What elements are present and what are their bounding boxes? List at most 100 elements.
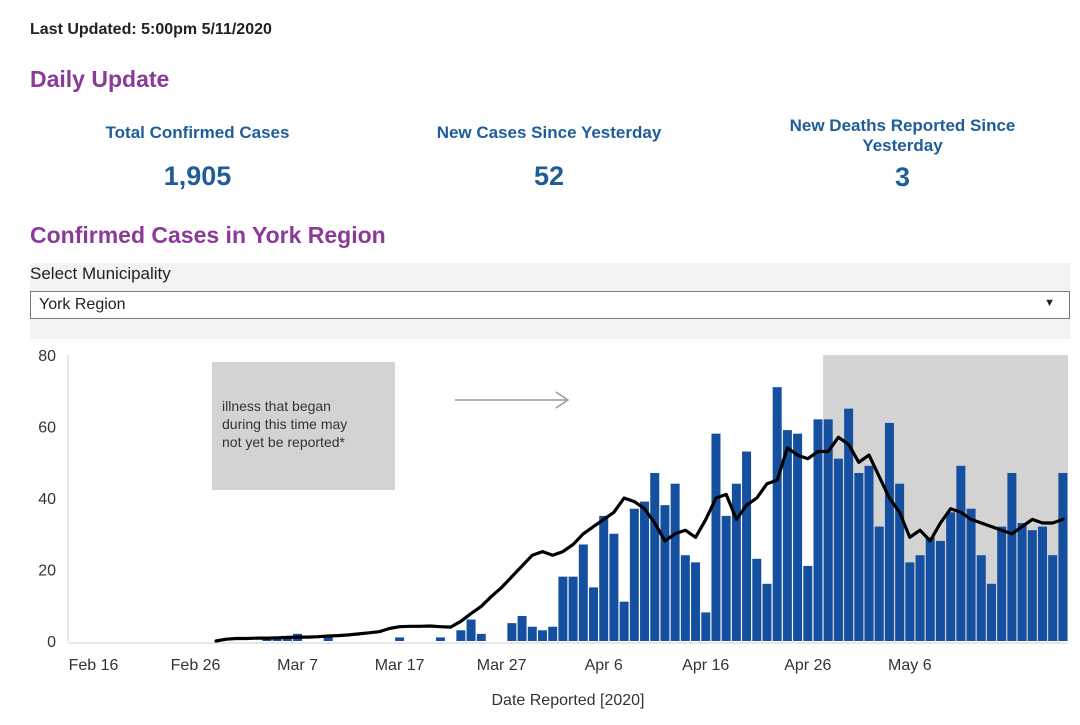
stat-value: 52 [533,161,565,191]
bar [772,387,782,641]
bar [1037,526,1047,641]
bar [731,483,741,641]
bar [956,465,966,641]
y-tick-label: 40 [38,491,56,508]
filter-label: Select Municipality [30,264,171,283]
stat-total-confirmed: Total Confirmed Cases 1,905 [70,123,325,192]
x-axis-title: Date Reported [2020] [492,692,645,709]
bar [976,555,986,641]
y-tick-label: 0 [47,634,56,651]
annotation-text: during this time may [222,416,347,432]
y-tick-label: 60 [38,420,56,437]
bar [1007,472,1017,641]
bar [691,562,701,641]
bar [640,501,650,641]
x-tick-label: Apr 6 [585,657,623,674]
rolling-average-line [214,435,1065,643]
selected-municipality: York Region [39,296,126,313]
bar [466,619,476,641]
bar [895,483,905,641]
x-tick-label: Apr 16 [682,657,729,674]
bar [609,533,619,641]
bar [599,515,609,641]
stat-label: Total Confirmed Cases [105,123,290,142]
bar [742,451,752,641]
bar [915,555,925,641]
x-tick-label: Mar 17 [375,657,425,674]
bar [711,433,721,641]
bar [782,430,792,641]
bar [629,508,639,641]
daily-update-heading: Daily Update [30,66,170,92]
stat-new-deaths: New Deaths Reported Since Yesterday 3 [765,116,1040,193]
bar [946,512,956,641]
bar [680,555,690,641]
bar [323,637,333,641]
chevron-down-icon: ▼ [1044,297,1055,309]
confirmed-cases-heading: Confirmed Cases in York Region [30,222,386,248]
arrow-head-icon [555,391,570,409]
x-tick-label: Feb 26 [171,657,221,674]
bar [813,419,823,641]
annotation-text: illness that began [222,398,331,414]
bar [507,623,517,641]
bar [762,583,772,641]
bar [874,526,884,641]
stat-new-cases: New Cases Since Yesterday 52 [410,123,688,192]
bar [925,537,935,641]
stat-value: 3 [894,162,911,192]
municipality-select[interactable]: York Region ▼ [30,291,1070,319]
bar [844,408,854,641]
bar [660,505,670,641]
municipality-filter: Select Municipality York Region ▼ [30,263,1070,339]
bar [568,576,578,641]
bar [701,612,711,641]
annotation-box [212,362,395,490]
y-tick-label: 80 [38,348,56,365]
x-tick-label: Mar 27 [477,657,527,674]
bar [823,419,833,641]
bar [864,465,874,641]
bar [966,508,976,641]
bar [1048,555,1058,641]
bar [578,544,588,641]
stat-label: New Deaths Reported Since Yesterday [789,116,1016,155]
bar [537,630,547,641]
y-tick-label: 20 [38,563,56,580]
x-tick-label: Feb 16 [69,657,119,674]
bar [670,483,680,641]
bar [986,583,996,641]
cases-chart: 0 20 40 60 80 Feb 16 Feb 26 Mar 7 Mar 17 Mar 27 Ap… [38,348,1068,709]
stat-value: 1,905 [163,161,232,191]
bar [456,630,466,641]
bar [833,458,843,641]
bar [905,562,915,641]
annotation-text: not yet be reported* [222,434,346,450]
bar [1027,530,1037,641]
bar [721,515,731,641]
stat-label: New Cases Since Yesterday [436,123,662,142]
bar [803,565,813,641]
bar [752,558,762,641]
bar [1017,523,1027,641]
bar [527,626,537,641]
bar [395,637,405,641]
bar [548,626,558,641]
bar [517,615,527,641]
bar [935,540,945,641]
bar [558,576,568,641]
x-tick-label: May 6 [888,657,932,674]
x-tick-label: Mar 7 [277,657,318,674]
bar [884,422,894,641]
bar [619,601,629,641]
bar [793,433,803,641]
bar [435,637,445,641]
bar [854,472,864,641]
bar [589,587,599,641]
bar [476,633,486,641]
last-updated: Last Updated: 5:00pm 5/11/2020 [30,21,272,38]
bar [282,637,292,641]
bar [650,472,660,641]
shaded-region [823,355,1068,641]
bar [997,526,1007,641]
